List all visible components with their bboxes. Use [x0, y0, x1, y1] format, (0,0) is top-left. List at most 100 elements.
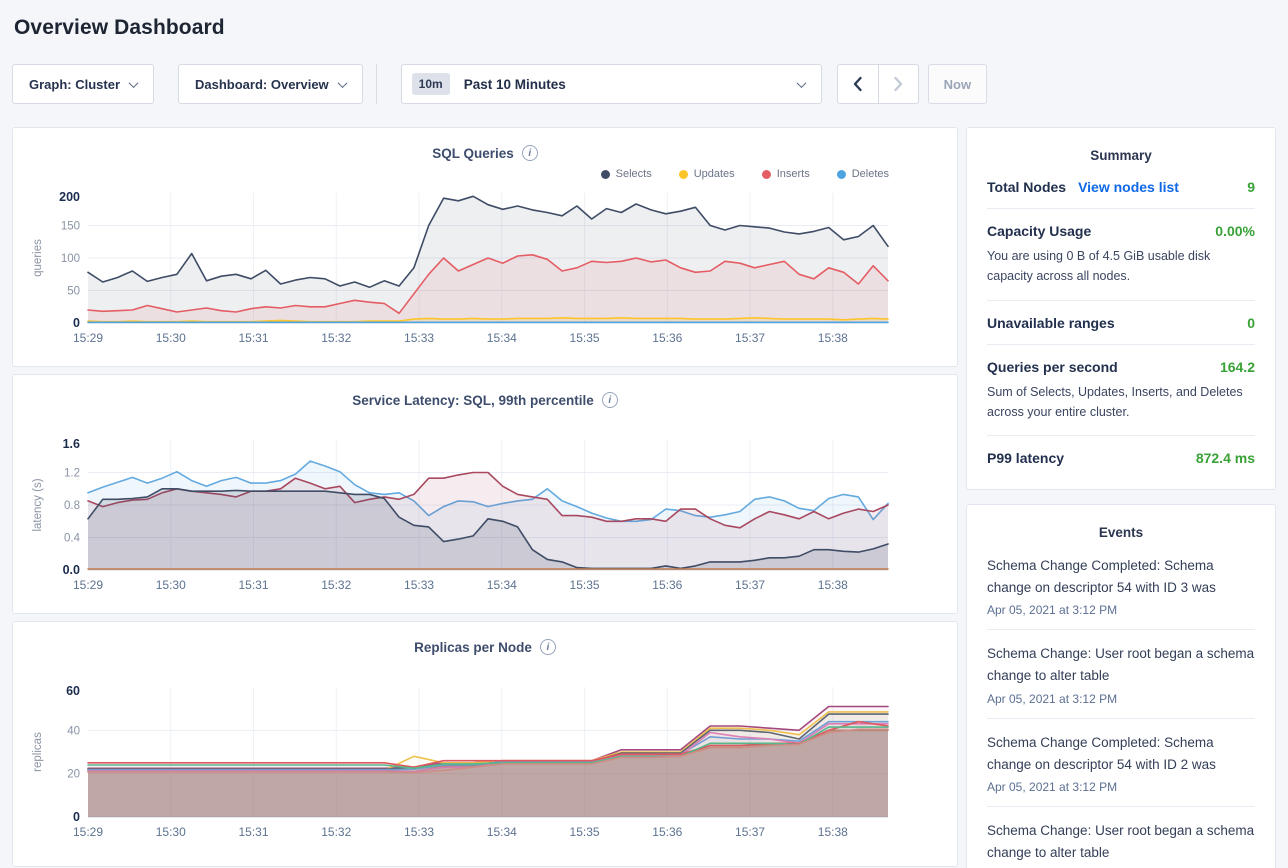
legend-label: Selects [615, 168, 652, 180]
service-latency-chart-card: Service Latency: SQL, 99th percentile i … [12, 374, 958, 614]
summary-value: 872.4 ms [1195, 450, 1255, 466]
info-icon[interactable]: i [521, 145, 538, 161]
view-nodes-list-link[interactable]: View nodes list [1078, 179, 1179, 195]
svg-text:15:31: 15:31 [239, 825, 269, 839]
svg-text:15:36: 15:36 [652, 825, 682, 839]
legend-item-updates[interactable]: Updates [678, 168, 735, 180]
svg-text:1.6: 1.6 [63, 437, 80, 451]
svg-text:15:37: 15:37 [735, 331, 765, 345]
summary-label: Total Nodes [987, 179, 1067, 195]
svg-text:100: 100 [61, 253, 80, 265]
charts-column: SQL Queries i Selects Updates Inserts Delet… [12, 127, 958, 867]
time-range-badge: 10m [411, 73, 450, 95]
svg-text:15:31: 15:31 [239, 578, 269, 592]
svg-text:15:30: 15:30 [156, 331, 186, 345]
svg-text:15:33: 15:33 [404, 825, 434, 839]
replicas-per-node-chart[interactable]: 15:29 15:30 15:31 15:32 15:33 15:34 15:35 15:36… [25, 679, 947, 843]
svg-text:15:29: 15:29 [73, 331, 103, 345]
event-message: Schema Change: User root began a schema … [987, 822, 1255, 860]
svg-text:latency (s): latency (s) [32, 478, 44, 531]
service-latency-chart[interactable]: 15:29 15:30 15:31 15:32 15:33 15:34 15:35 15:36… [25, 432, 947, 596]
event-timestamp: Apr 05, 2021 at 3:12 PM [987, 691, 1118, 706]
summary-label: P99 latency [987, 450, 1065, 466]
svg-text:15:34: 15:34 [487, 825, 517, 839]
summary-value: 9 [1247, 179, 1255, 195]
svg-text:1.2: 1.2 [64, 468, 80, 480]
event-item[interactable]: Schema Change Completed: Schema change o… [987, 542, 1255, 631]
chart-legend: Selects Updates Inserts Deletes [25, 165, 945, 183]
prev-time-window-button[interactable] [838, 65, 878, 103]
svg-text:replicas: replicas [32, 732, 44, 772]
chevron-down-icon [796, 77, 807, 88]
summary-row: Unavailable ranges 0 [987, 301, 1255, 345]
svg-text:15:34: 15:34 [487, 331, 517, 345]
svg-text:15:32: 15:32 [321, 578, 351, 592]
summary-row: Total Nodes View nodes list 9 [987, 165, 1255, 209]
legend-dot-icon [600, 169, 610, 179]
legend-item-deletes[interactable]: Deletes [836, 168, 889, 180]
svg-text:50: 50 [67, 286, 80, 298]
page-title: Overview Dashboard [14, 16, 225, 39]
summary-value: 164.2 [1219, 358, 1255, 375]
controls-divider [375, 64, 377, 104]
svg-text:15:33: 15:33 [404, 331, 434, 345]
svg-text:15:30: 15:30 [156, 578, 186, 592]
svg-text:0.4: 0.4 [64, 533, 81, 545]
time-range-dropdown[interactable]: 10m Past 10 Minutes [400, 64, 822, 104]
legend-label: Inserts [776, 168, 810, 180]
summary-row: Queries per second 164.2 Sum of Selects, U… [987, 345, 1255, 436]
svg-text:15:36: 15:36 [652, 578, 682, 592]
summary-description: You are using 0 B of 4.5 GiB usable disk… [987, 249, 1211, 284]
info-icon[interactable]: i [601, 392, 618, 408]
dashboard-select-dropdown[interactable]: Dashboard: Overview [178, 64, 363, 104]
chevron-down-icon [128, 77, 139, 88]
legend-label: Updates [693, 168, 735, 180]
svg-text:15:37: 15:37 [735, 578, 765, 592]
svg-text:15:31: 15:31 [239, 331, 269, 345]
svg-text:15:38: 15:38 [818, 331, 848, 345]
svg-text:15:29: 15:29 [73, 578, 103, 592]
event-timestamp: Apr 05, 2021 at 3:12 PM [987, 603, 1118, 618]
svg-text:60: 60 [66, 684, 80, 698]
svg-text:15:32: 15:32 [321, 331, 351, 345]
svg-text:15:34: 15:34 [487, 578, 517, 592]
event-item[interactable]: Schema Change Completed: Schema change o… [987, 719, 1255, 807]
svg-text:15:32: 15:32 [321, 825, 351, 839]
legend-item-selects[interactable]: Selects [600, 168, 652, 180]
svg-text:0: 0 [73, 810, 80, 824]
svg-text:200: 200 [59, 190, 80, 204]
svg-text:15:35: 15:35 [570, 825, 600, 839]
dashboard-select-label: Dashboard: Overview [195, 76, 329, 92]
sql-queries-chart-card: SQL Queries i Selects Updates Inserts Delet… [12, 127, 958, 367]
legend-item-inserts[interactable]: Inserts [761, 168, 810, 180]
legend-dot-icon [836, 169, 846, 179]
chart-title: SQL Queries [432, 145, 514, 161]
svg-text:15:38: 15:38 [818, 825, 848, 839]
event-item[interactable]: Schema Change: User root began a schema … [987, 630, 1255, 719]
dashboard-controls: Graph: Cluster Dashboard: Overview 10m P… [12, 64, 1276, 104]
graph-scope-label: Graph: Cluster [29, 76, 121, 92]
info-icon[interactable]: i [539, 639, 556, 655]
events-title: Events [1098, 525, 1144, 540]
chevron-right-icon [893, 76, 902, 92]
side-column: Summary Total Nodes View nodes list 9 Capac… [966, 127, 1276, 868]
svg-text:0: 0 [73, 316, 80, 330]
summary-panel: Summary Total Nodes View nodes list 9 Capac… [966, 127, 1276, 490]
chart-title: Replicas per Node [414, 639, 532, 655]
legend-dot-icon [761, 169, 771, 179]
sql-queries-chart[interactable]: 15:29 15:30 15:31 15:32 15:33 15:34 15:35 15:36… [25, 185, 947, 349]
time-window-pager [836, 64, 919, 104]
chart-title: Service Latency: SQL, 99th percentile [352, 392, 594, 408]
next-time-window-button[interactable] [877, 65, 918, 103]
summary-row: P99 latency 872.4 ms [987, 436, 1255, 479]
summary-title: Summary [1090, 148, 1152, 163]
graph-scope-dropdown[interactable]: Graph: Cluster [12, 64, 155, 104]
event-item[interactable]: Schema Change: User root began a schema … [987, 807, 1255, 868]
svg-text:15:36: 15:36 [652, 331, 682, 345]
time-range-label: Past 10 Minutes [463, 76, 566, 92]
event-message: Schema Change: User root began a schema … [987, 646, 1255, 684]
legend-dot-icon [678, 169, 688, 179]
now-button[interactable]: Now [927, 64, 988, 104]
replicas-per-node-chart-card: Replicas per Node i 15:29 15:30 15:31 15:32… [12, 621, 958, 867]
summary-label: Unavailable ranges [987, 314, 1115, 331]
